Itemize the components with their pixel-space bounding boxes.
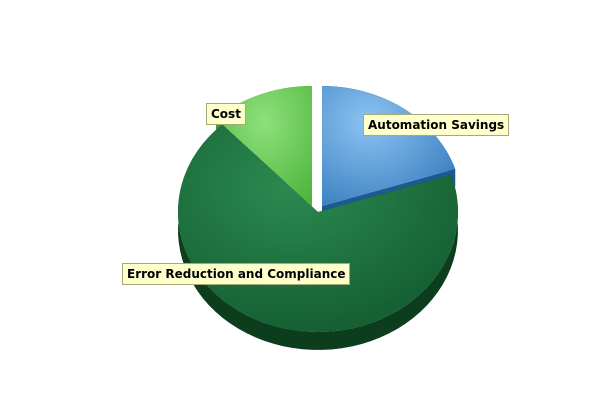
slice-automation-savings bbox=[322, 86, 456, 206]
slice-label-error-reduction: Error Reduction and Compliance bbox=[122, 263, 351, 285]
slice-label-cost: Cost bbox=[206, 103, 246, 125]
slice-label-automation-savings: Automation Savings bbox=[363, 114, 510, 136]
